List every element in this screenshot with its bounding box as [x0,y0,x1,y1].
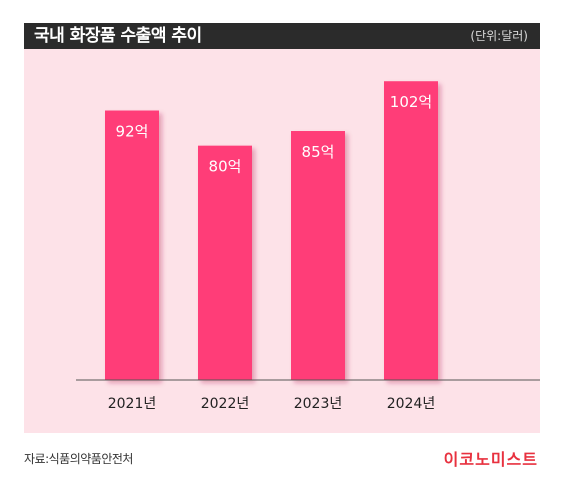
data-label: 102억 [390,93,432,111]
bar-2022년 [198,145,252,380]
x-tick-label: 2024년 [387,396,436,412]
x-tick-label: 2022년 [201,396,250,412]
data-label: 85억 [302,143,335,161]
data-label: 92억 [116,123,149,141]
publisher-logo: 이코노미스트 [443,450,538,469]
x-tick-label: 2021년 [108,396,157,412]
chart-title: 국내 화장품 수출액 추이 [34,26,202,46]
source-note: 자료:식품의약품안전처 [24,452,133,466]
bar-2021년 [105,110,159,380]
data-label: 80억 [209,158,242,176]
bar-2024년 [384,81,438,380]
x-tick-label: 2023년 [294,396,343,412]
bar-2023년 [291,131,345,380]
bar-chart: 92억 2021년 80억 2022년 85억 2023년 102억 2024년 [76,81,540,412]
chart-area: 92억 2021년 80억 2022년 85억 2023년 102억 2024년 [24,49,540,433]
unit-label: (단위:달러) [470,29,528,43]
chart-header: 국내 화장품 수출액 추이 (단위:달러) [24,23,540,49]
